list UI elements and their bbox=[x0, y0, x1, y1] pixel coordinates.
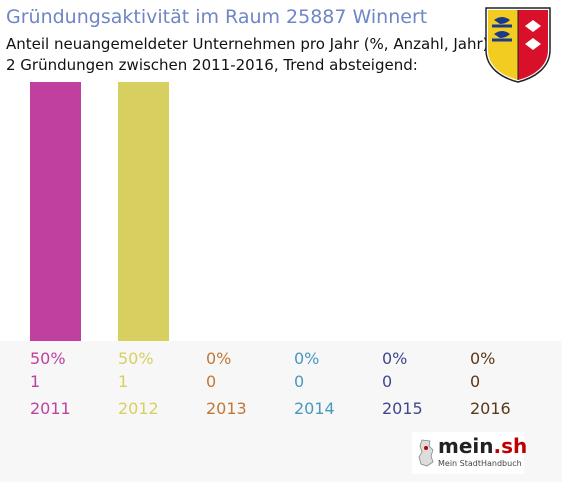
percent-label-2011: 50% bbox=[30, 349, 66, 368]
chart-subtitle: Anteil neuangemeldeter Unternehmen pro J… bbox=[6, 35, 489, 53]
logo-tagline: Mein StadtHandbuch bbox=[438, 459, 522, 468]
percent-label-2015: 0% bbox=[382, 349, 407, 368]
year-label-2011: 2011 bbox=[30, 399, 71, 418]
year-label-2013: 2013 bbox=[206, 399, 247, 418]
year-label-2016: 2016 bbox=[470, 399, 511, 418]
count-label-2014: 0 bbox=[294, 372, 304, 391]
count-label-2016: 0 bbox=[470, 372, 480, 391]
count-label-2012: 1 bbox=[118, 372, 128, 391]
percent-label-2016: 0% bbox=[470, 349, 495, 368]
map-icon bbox=[418, 439, 434, 467]
brand-logo: mein.sh Mein StadtHandbuch bbox=[412, 432, 528, 474]
chart-summary: 2 Gründungen zwischen 2011-2016, Trend a… bbox=[6, 56, 418, 74]
coat-of-arms-icon bbox=[485, 7, 551, 83]
bar-2012 bbox=[118, 82, 169, 341]
chart-title: Gründungsaktivität im Raum 25887 Winnert bbox=[6, 6, 428, 28]
count-label-2011: 1 bbox=[30, 372, 40, 391]
count-label-2015: 0 bbox=[382, 372, 392, 391]
year-label-2012: 2012 bbox=[118, 399, 159, 418]
year-label-2014: 2014 bbox=[294, 399, 335, 418]
percent-label-2014: 0% bbox=[294, 349, 319, 368]
percent-label-2012: 50% bbox=[118, 349, 154, 368]
bar-2011 bbox=[30, 82, 81, 341]
year-label-2015: 2015 bbox=[382, 399, 423, 418]
count-label-2013: 0 bbox=[206, 372, 216, 391]
percent-label-2013: 0% bbox=[206, 349, 231, 368]
logo-wordmark: mein.sh bbox=[438, 434, 528, 458]
